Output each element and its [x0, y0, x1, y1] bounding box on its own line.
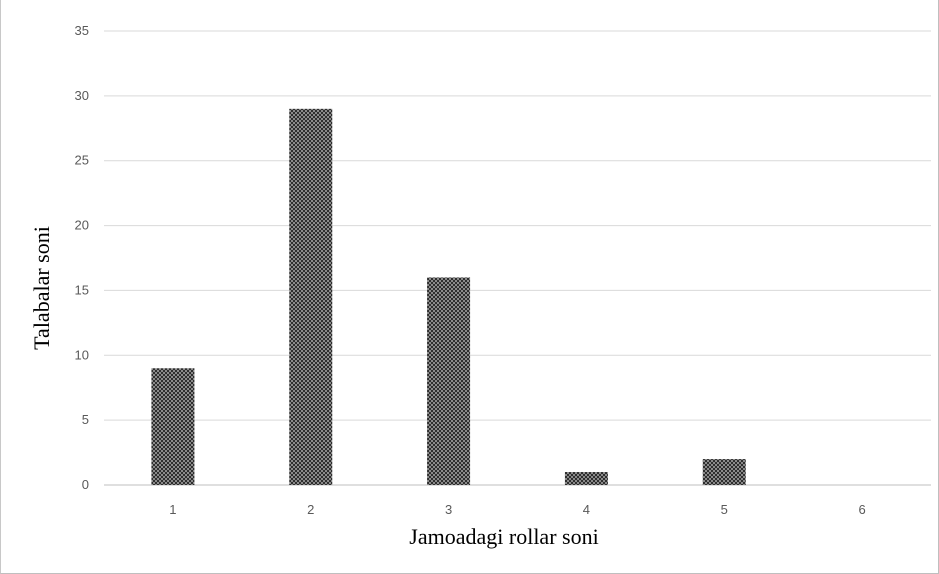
y-tick-label: 25 — [75, 153, 89, 168]
y-axis-ticks: 0 5 10 15 20 25 30 35 — [75, 23, 89, 492]
y-tick-label: 35 — [75, 23, 89, 38]
gridlines — [104, 30, 931, 486]
x-axis-title: Jamoadagi rollar soni — [409, 524, 598, 549]
x-tick-label: 3 — [445, 502, 452, 517]
y-axis-title: Talabalar soni — [29, 226, 54, 350]
y-tick-label: 20 — [75, 218, 89, 233]
bar-2 — [289, 108, 333, 485]
x-tick-label: 6 — [858, 502, 865, 517]
x-tick-label: 5 — [721, 502, 728, 517]
bar-4 — [564, 472, 608, 485]
bars — [151, 108, 746, 485]
y-tick-label: 10 — [75, 347, 89, 362]
y-tick-label: 15 — [75, 282, 89, 297]
bar-1 — [151, 368, 195, 485]
x-axis-ticks: 1 2 3 4 5 6 — [169, 502, 865, 517]
y-tick-label: 30 — [75, 88, 89, 103]
bar-5 — [702, 459, 746, 485]
x-tick-label: 4 — [583, 502, 590, 517]
y-tick-label: 5 — [82, 412, 89, 427]
x-tick-label: 2 — [307, 502, 314, 517]
x-tick-label: 1 — [169, 502, 176, 517]
bar-3 — [427, 277, 471, 485]
y-tick-label: 0 — [82, 477, 89, 492]
